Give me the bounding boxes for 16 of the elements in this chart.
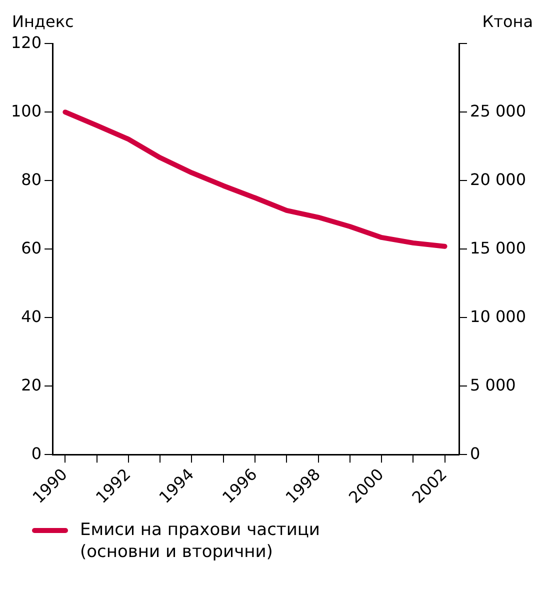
y2-tick-label: 25 000 xyxy=(470,101,526,120)
y2-axis-title: Ктона xyxy=(482,12,533,31)
y-tick-label: 60 xyxy=(21,238,42,258)
y2-tick-label: 15 000 xyxy=(470,238,526,258)
legend-label: Емиси на прахови частици (основни и вторични) xyxy=(80,519,321,563)
y-axis-title: Индекс xyxy=(12,12,74,31)
y2-tick-label: 0 xyxy=(470,444,480,463)
y-tick-label: 20 xyxy=(21,375,42,394)
y-tick-label: 80 xyxy=(21,170,42,189)
y-tick-label: 40 xyxy=(21,306,42,326)
y-tick-label: 120 xyxy=(10,32,42,52)
y-tick-label: 100 xyxy=(10,101,42,120)
y2-tick-label: 5 000 xyxy=(470,375,516,394)
y2-tick-label: 20 000 xyxy=(470,170,526,189)
y-tick-label: 0 xyxy=(31,444,42,463)
y2-tick-label: 10 000 xyxy=(470,306,526,326)
